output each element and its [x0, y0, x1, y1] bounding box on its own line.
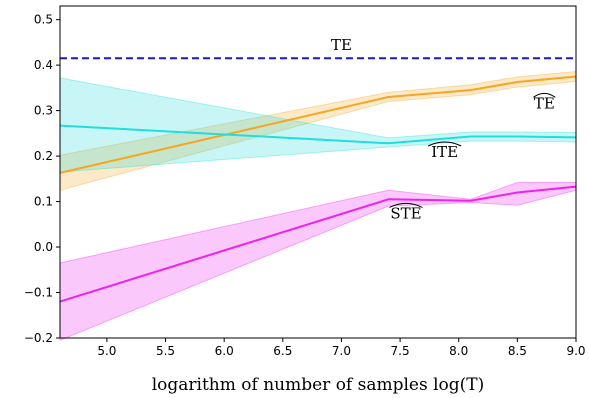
ste-line	[59, 185, 577, 303]
x-tick-label: 6.5	[273, 344, 292, 358]
x-tick-label: 7.0	[332, 344, 351, 358]
x-tick-label: 7.5	[391, 344, 410, 358]
annotation-ste-hat: STE	[390, 204, 421, 222]
y-axis-ticks: −0.2 −0.1 0.0 0.1 0.2 0.3 0.4 0.5	[24, 13, 60, 345]
x-tick-label: 8.5	[508, 344, 527, 358]
series-lines	[59, 75, 577, 303]
ite-line	[59, 124, 577, 145]
te-line	[59, 75, 577, 174]
x-axis-title: logarithm of number of samples log(T)	[152, 375, 485, 395]
y-tick-label: 0.5	[34, 13, 53, 27]
y-tick-label: 0.0	[34, 240, 53, 254]
y-tick-label: 0.4	[34, 58, 53, 72]
y-tick-label: 0.3	[34, 104, 53, 118]
hat-accent	[389, 202, 423, 208]
y-tick-label: −0.2	[24, 331, 53, 345]
annotation-te-hat: TE	[534, 94, 555, 112]
annotation-ite-hat: ITE	[431, 143, 458, 161]
annotation-te: TE	[331, 36, 352, 54]
ste-band	[59, 182, 577, 342]
x-tick-label: 5.5	[156, 344, 175, 358]
chart-annotations: TE TE ITE STE	[331, 36, 556, 222]
ite-band	[59, 77, 577, 173]
x-tick-label: 9.0	[566, 344, 585, 358]
plot-frame	[59, 5, 577, 339]
hat-accent	[533, 92, 556, 98]
x-tick-label: 5.0	[97, 344, 116, 358]
confidence-bands	[59, 70, 577, 342]
y-tick-label: 0.2	[34, 149, 53, 163]
x-axis-ticks: 5.0 5.5 6.0 6.5 7.0 7.5 8.0 8.5 9.0	[97, 338, 586, 358]
y-tick-label: 0.1	[34, 195, 53, 209]
x-tick-label: 6.0	[215, 344, 234, 358]
y-tick-label: −0.1	[24, 286, 53, 300]
x-tick-label: 8.0	[449, 344, 468, 358]
hat-accent	[427, 141, 462, 147]
